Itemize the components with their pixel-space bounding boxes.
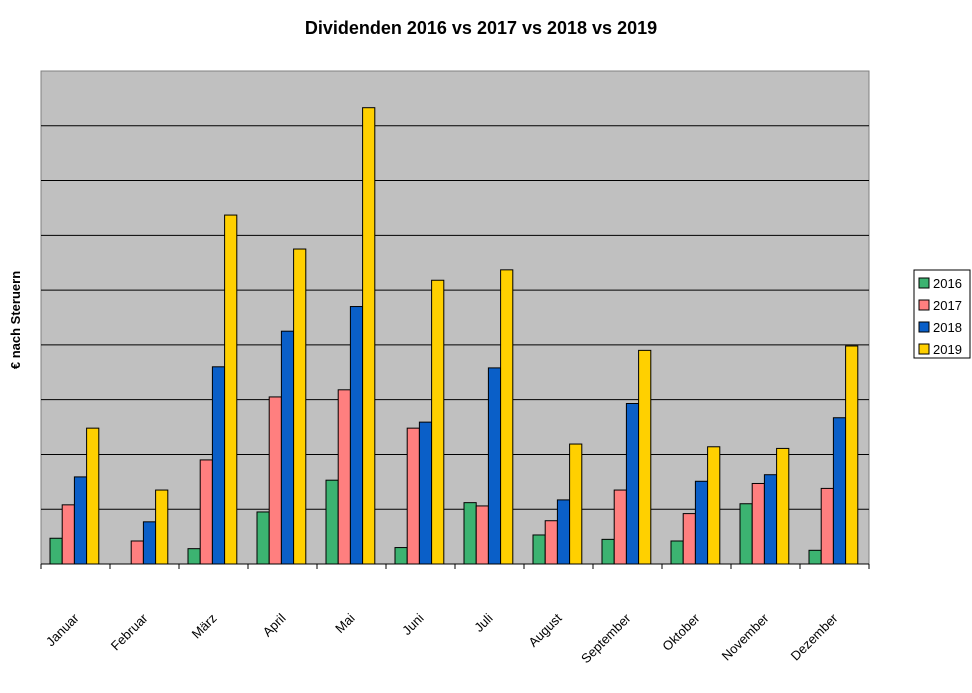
bar-2017-august — [544, 520, 558, 565]
legend-label-2018: 2018 — [933, 320, 962, 335]
bar-2017-dezember — [820, 487, 834, 565]
chart-title: Dividenden 2016 vs 2017 vs 2018 vs 2019 — [305, 18, 657, 38]
bar-2016-juni — [394, 547, 408, 565]
x-tick-label: März — [189, 611, 220, 642]
bar-2017-september — [613, 489, 627, 565]
legend-label-2016: 2016 — [933, 276, 962, 291]
bar-2017-februar — [130, 540, 144, 565]
x-tick-label: September — [578, 610, 634, 666]
bar-2019-dezember — [845, 345, 859, 565]
bar-2019-april — [293, 248, 307, 565]
y-axis-label: € nach Steruern — [8, 271, 23, 369]
bar-2019-september — [638, 349, 652, 565]
bar-2018-november — [763, 474, 778, 565]
bar-2017-märz — [199, 459, 213, 565]
bar-2018-april — [280, 330, 295, 565]
bar-2018-dezember — [832, 417, 847, 565]
bar-2019-oktober — [707, 446, 721, 565]
bar-2016-september — [601, 538, 615, 565]
x-tick-label: August — [525, 610, 564, 649]
legend-swatch-2017 — [918, 299, 930, 311]
bar-2017-juni — [406, 427, 420, 565]
legend-swatch-2018 — [918, 321, 930, 333]
bar-2016-dezember — [808, 549, 822, 565]
bar-2016-august — [532, 534, 546, 565]
x-tick-label: November — [719, 610, 772, 663]
x-tick-label: Februar — [108, 610, 151, 653]
bar-2017-mai — [337, 389, 351, 565]
x-tick-label: Mai — [332, 610, 357, 635]
bar-2017-juli — [475, 505, 489, 565]
bar-2018-juli — [487, 367, 502, 565]
bar-2017-januar — [61, 504, 75, 565]
bar-2018-februar — [142, 521, 157, 565]
bar-2019-märz — [224, 214, 238, 565]
bar-2018-mai — [349, 306, 364, 565]
bar-2019-august — [569, 443, 583, 565]
bar-2019-januar — [86, 427, 100, 565]
x-tick-label: Juli — [471, 610, 495, 634]
bar-2016-april — [256, 511, 270, 565]
x-tick-label: Januar — [43, 610, 82, 649]
x-tick-label: Juni — [399, 610, 427, 638]
bar-2017-november — [751, 482, 765, 565]
bar-2019-mai — [362, 107, 376, 565]
legend: 2016 2017 2018 2019 — [913, 269, 971, 359]
bar-2016-oktober — [670, 540, 684, 565]
legend-swatch-2016 — [918, 277, 930, 289]
bar-2016-juli — [463, 502, 477, 565]
bar-2018-september — [625, 403, 640, 565]
plot-area: Januar Februar März April Mai Juni Juli August S… — [40, 70, 870, 666]
bar-2018-august — [556, 499, 571, 565]
plot-background — [40, 70, 870, 565]
x-tick-label: Oktober — [659, 610, 703, 654]
bar-2019-november — [776, 447, 790, 565]
bar-2017-april — [268, 396, 282, 565]
x-tick-label: April — [260, 610, 289, 639]
bar-2019-juni — [431, 279, 445, 565]
bar-2018-oktober — [694, 480, 709, 565]
bar-2018-märz — [211, 366, 226, 565]
x-tick-label: Dezember — [788, 610, 841, 663]
bar-2016-januar — [49, 537, 63, 565]
bar-2019-februar — [155, 489, 169, 565]
bar-2017-oktober — [682, 513, 696, 565]
bar-2016-november — [739, 503, 753, 565]
bar-2016-märz — [187, 548, 201, 565]
legend-label-2019: 2019 — [933, 342, 962, 357]
legend-swatch-2019 — [918, 343, 930, 355]
legend-label-2017: 2017 — [933, 298, 962, 313]
bar-2016-mai — [325, 479, 339, 565]
bar-2018-januar — [73, 476, 88, 565]
bar-2018-juni — [418, 421, 433, 565]
bar-2019-juli — [500, 269, 514, 565]
